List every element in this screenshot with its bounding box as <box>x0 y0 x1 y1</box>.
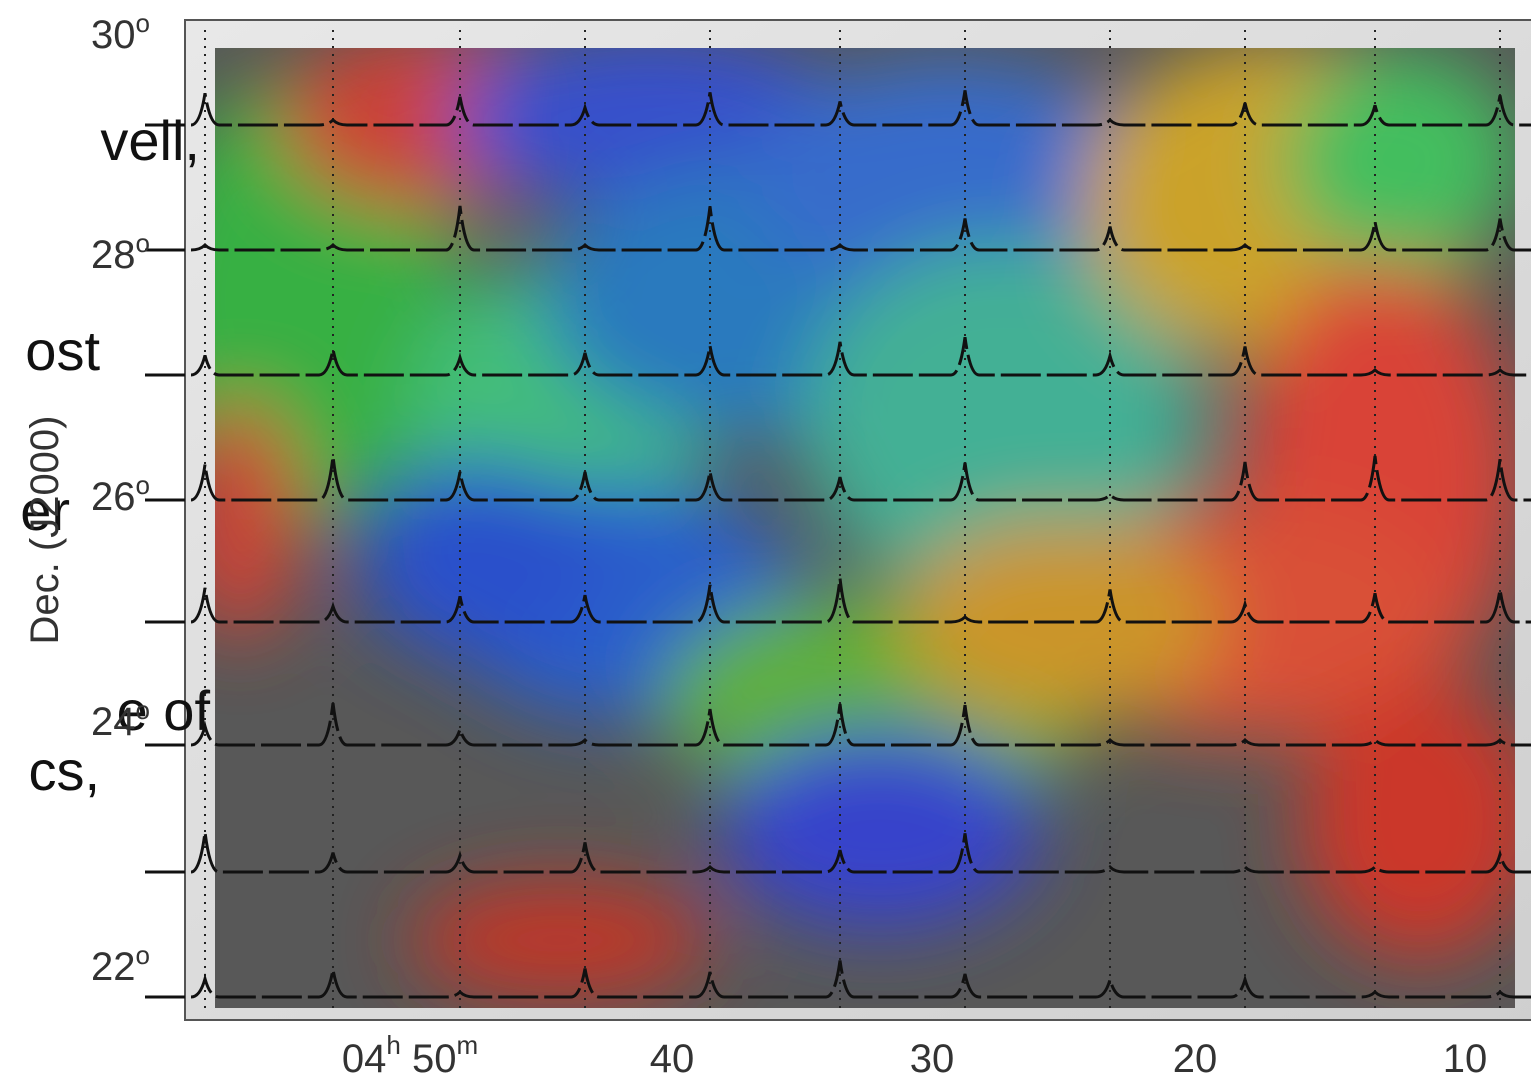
label-sup: o <box>136 8 150 38</box>
emission-blob <box>215 400 300 640</box>
spectrum-line <box>145 205 1531 252</box>
emission-blob <box>1280 50 1515 270</box>
slide-text: e of <box>117 679 211 742</box>
y-axis-title: Dec. (J2000) <box>23 416 67 645</box>
slide-text: cs, <box>28 739 100 802</box>
spectrum-line <box>145 831 1531 874</box>
emission-blob <box>800 240 1200 600</box>
x-tick-label: 20 <box>1173 1037 1218 1081</box>
spectrum-line <box>145 337 1531 377</box>
slide-text: er <box>20 479 70 542</box>
slide-text: ost <box>25 319 100 382</box>
spectrum-line <box>145 702 1531 747</box>
label-base: 22 <box>91 945 136 989</box>
emission-blob <box>1300 680 1515 960</box>
label-sup: o <box>136 228 150 258</box>
y-tick-label: 30o <box>91 8 150 57</box>
y-tick-label: 22o <box>91 940 150 989</box>
spectrum-line <box>145 578 1531 624</box>
label-sup: o <box>136 695 150 725</box>
label-base: 10 <box>1443 1037 1488 1081</box>
label-base: 20 <box>1173 1037 1218 1081</box>
label-base: 04 <box>342 1037 387 1081</box>
label-sup: o <box>136 940 150 970</box>
emission-blob <box>410 880 710 1000</box>
label-base: 26 <box>91 475 136 519</box>
spectrum-line <box>145 90 1531 127</box>
emission-blob <box>750 60 1150 300</box>
label-base: 24 <box>91 700 136 744</box>
label-sup: h <box>386 1030 400 1060</box>
label-sup: m <box>456 1030 478 1060</box>
emission-blob <box>720 730 1040 930</box>
x-tick-label: 04h 50m <box>342 1030 478 1081</box>
label-base: 30 <box>91 13 136 57</box>
emission-blob <box>360 460 600 660</box>
emission-blob <box>900 520 1220 720</box>
label-base: 50 <box>401 1037 457 1081</box>
x-tick-label: 10 <box>1443 1037 1488 1081</box>
spectra <box>145 90 1531 999</box>
y-tick-label: 24o <box>91 695 150 744</box>
x-tick-label: 30 <box>910 1037 955 1081</box>
x-tick-label: 40 <box>650 1037 695 1081</box>
label-base: 28 <box>91 233 136 277</box>
spectrum-line <box>145 455 1531 502</box>
color-emission <box>215 48 1515 1000</box>
label-sup: o <box>136 470 150 500</box>
label-base: 40 <box>650 1037 695 1081</box>
slide-text: vell, <box>100 109 200 172</box>
y-tick-label: 28o <box>91 228 150 277</box>
spectrum-line <box>145 960 1531 999</box>
y-tick-label: 26o <box>91 470 150 519</box>
label-base: 30 <box>910 1037 955 1081</box>
